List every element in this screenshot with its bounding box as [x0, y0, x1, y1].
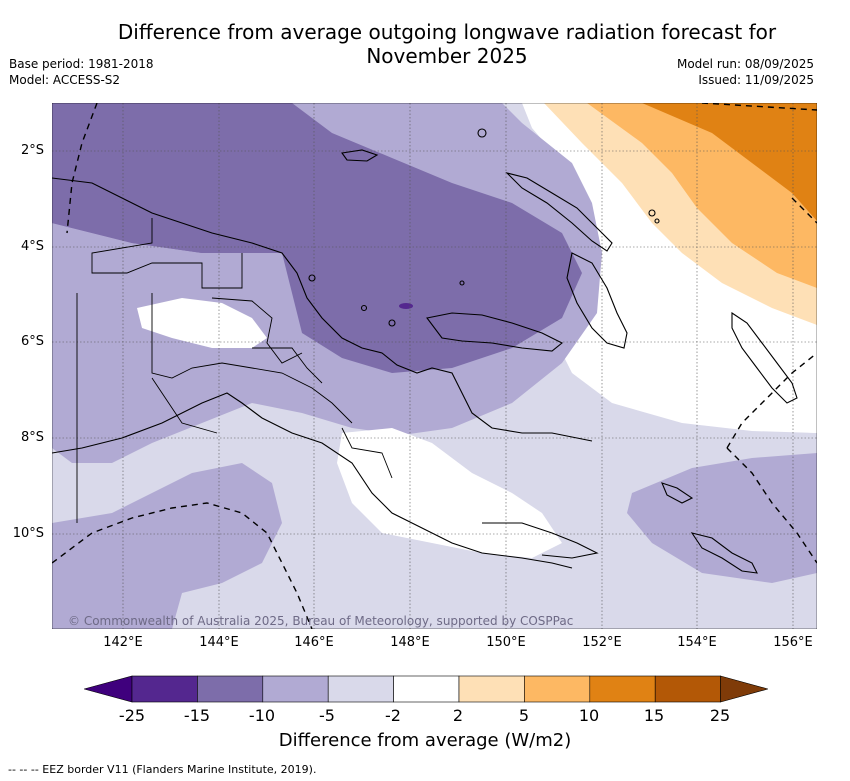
lat-label-10s: 10°S	[12, 526, 44, 541]
lat-label-8s: 8°S	[20, 430, 44, 445]
colorbar-tick-4: -5	[319, 706, 335, 725]
colorbar-extend-high	[720, 675, 768, 703]
lon-label-154e: 154°E	[677, 635, 717, 650]
lat-label-2s: 2°S	[20, 143, 44, 158]
negative-anomaly-10-5-southeast	[627, 453, 817, 583]
neutral-patch-highlands	[137, 298, 267, 348]
lon-label-142e: 142°E	[103, 635, 143, 650]
eez-borders	[52, 103, 817, 629]
title-line-1: Difference from average outgoing longwav…	[117, 20, 777, 44]
colorbar-segment-8	[589, 675, 656, 703]
colorbar-segment-3	[262, 675, 329, 703]
map-title: Difference from average outgoing longwav…	[80, 20, 814, 68]
lat-label-6s: 6°S	[20, 334, 44, 349]
title-line-2: November 2025	[366, 44, 528, 68]
colorbar-segment-1	[131, 675, 198, 703]
colorbar-tick-10: 25	[709, 706, 731, 725]
colorbar-segment-6	[458, 675, 525, 703]
meta-right: Model run: 08/09/2025 Issued: 11/09/2025	[677, 56, 814, 88]
meta-left: Base period: 1981-2018 Model: ACCESS-S2	[9, 56, 154, 88]
borders	[76, 218, 393, 523]
copyright-notice: © Commonwealth of Australia 2025, Bureau…	[68, 614, 574, 628]
lon-label-146e: 146°E	[294, 635, 334, 650]
model-name: Model: ACCESS-S2	[9, 73, 121, 87]
neutral-patch-south	[337, 428, 562, 558]
neutral-region-east-2	[552, 263, 817, 433]
colorbar-segment-9	[654, 675, 721, 703]
negative-anomaly-15-10-west	[52, 183, 232, 253]
lon-label-156e: 156°E	[773, 635, 813, 650]
colorbar-tick-3: -10	[248, 706, 276, 725]
anomaly-map	[52, 103, 817, 629]
lon-label-152e: 152°E	[582, 635, 622, 650]
positive-anomaly-10-15	[642, 103, 817, 221]
lon-label-144e: 144°E	[199, 635, 239, 650]
model-run: Model run: 08/09/2025	[676, 57, 814, 71]
colorbar-extend-low	[84, 675, 133, 703]
colorbar	[84, 675, 768, 703]
colorbar-segment-4	[327, 675, 394, 703]
colorbar-tick-9: 15	[643, 706, 665, 725]
colorbar-tick-6: 2	[452, 706, 464, 725]
negative-anomaly-15-10	[52, 103, 582, 373]
colorbar-tick-2: -15	[183, 706, 211, 725]
neutral-patch-islet	[680, 331, 694, 361]
negative-anomaly-10-5-southwest	[52, 463, 282, 629]
colorbar-segment-2	[197, 675, 264, 703]
colorbar-tick-5: -2	[385, 706, 401, 725]
eez-legend-note: -- -- -- EEZ border V11 (Flanders Marine…	[8, 763, 317, 776]
colorbar-segment-7	[524, 675, 591, 703]
coastlines	[52, 128, 798, 574]
colorbar-tick-8: 10	[578, 706, 600, 725]
base-period: Base period: 1981-2018	[9, 57, 154, 71]
lat-label-4s: 4°S	[20, 239, 44, 254]
colorbar-tick-1: -25	[118, 706, 146, 725]
colorbar-label: Difference from average (W/m2)	[278, 730, 572, 751]
colorbar-tick-7: 5	[518, 706, 530, 725]
lon-label-150e: 150°E	[486, 635, 526, 650]
lon-label-148e: 148°E	[390, 635, 430, 650]
issued-date: Issued: 11/09/2025	[698, 73, 814, 87]
strong-negative-spot	[399, 303, 413, 309]
colorbar-segment-5	[393, 675, 460, 703]
